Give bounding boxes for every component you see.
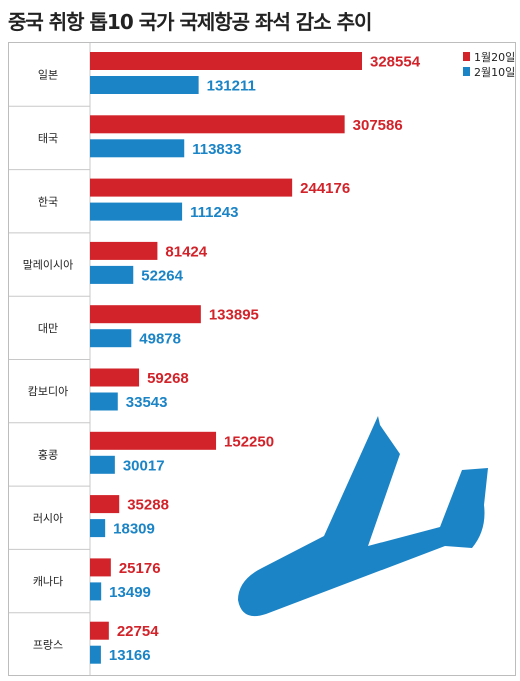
- bar-jan20: [90, 621, 109, 640]
- category-label: 일본: [38, 68, 58, 82]
- bar-feb10: [90, 455, 115, 474]
- category-label: 프랑스: [33, 638, 63, 651]
- data-label: 328554: [370, 54, 421, 71]
- data-label: 35288: [127, 497, 169, 514]
- bar-feb10: [90, 202, 183, 221]
- data-label: 152250: [224, 433, 274, 450]
- category-label: 캄보디아: [28, 385, 68, 398]
- bar-feb10: [90, 392, 118, 411]
- data-label: 59268: [147, 370, 189, 387]
- category-label: 캐나다: [33, 575, 63, 588]
- data-label: 133895: [209, 307, 259, 324]
- data-label: 113833: [192, 141, 241, 158]
- data-label: 13166: [109, 647, 151, 664]
- legend-label: 2월10일: [474, 65, 515, 79]
- bar-jan20: [90, 495, 120, 514]
- bar-feb10: [90, 139, 185, 158]
- legend-label: 1월20일: [474, 50, 515, 64]
- bar-feb10: [90, 265, 134, 284]
- category-label: 한국: [38, 195, 58, 208]
- data-label: 33543: [126, 394, 168, 411]
- category-label: 대만: [38, 322, 58, 335]
- data-label: 25176: [119, 560, 161, 577]
- chart-title: 중국 취항 톱10 국가 국제항공 좌석 감소 추이: [8, 10, 372, 34]
- bar-jan20: [90, 558, 111, 577]
- data-label: 52264: [141, 267, 183, 284]
- bar-jan20: [90, 52, 362, 70]
- bar-feb10: [90, 519, 106, 538]
- legend-swatch: [463, 52, 470, 61]
- bar-jan20: [90, 305, 201, 324]
- bar-feb10: [90, 645, 101, 664]
- bar-jan20: [90, 431, 217, 450]
- bar-jan20: [90, 368, 140, 387]
- data-label: 22754: [117, 623, 159, 640]
- data-label: 307586: [353, 117, 403, 134]
- bar-jan20: [90, 115, 345, 134]
- bar-feb10: [90, 329, 132, 348]
- category-label: 말레이시아: [23, 259, 74, 272]
- data-label: 18309: [113, 521, 155, 538]
- legend-swatch: [463, 67, 470, 76]
- airplane-icon: [238, 416, 488, 617]
- data-label: 81424: [165, 243, 207, 260]
- data-label: 131211: [207, 78, 256, 95]
- category-label: 태국: [38, 132, 58, 145]
- data-label: 244176: [300, 180, 350, 197]
- bar-jan20: [90, 178, 293, 197]
- data-label: 13499: [109, 584, 151, 601]
- category-label: 홍콩: [38, 447, 58, 461]
- bar-jan20: [90, 241, 158, 260]
- data-label: 49878: [139, 331, 181, 348]
- bar-feb10: [90, 582, 102, 601]
- bar-feb10: [90, 76, 199, 94]
- category-label: 러시아: [33, 512, 63, 525]
- data-label: 111243: [190, 204, 238, 221]
- data-label: 30017: [123, 457, 165, 474]
